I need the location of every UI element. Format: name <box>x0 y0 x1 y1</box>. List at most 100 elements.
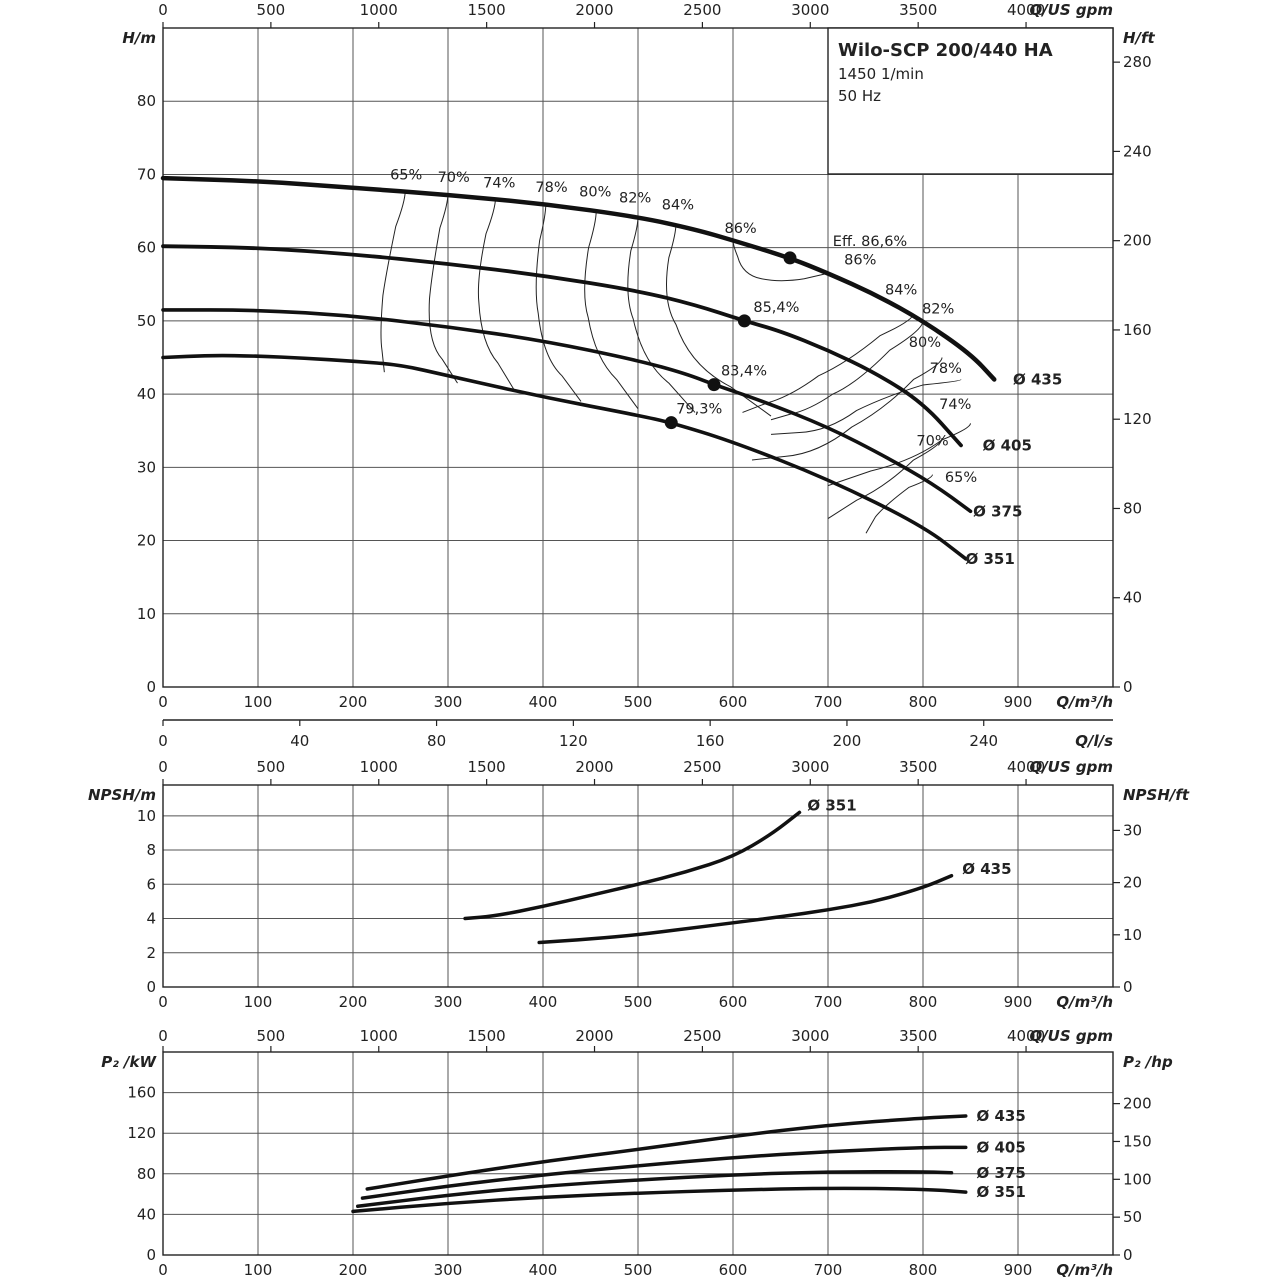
npsh-x-tick: 400 <box>529 993 558 1011</box>
power-right-tick: 200 <box>1123 1095 1152 1113</box>
efficiency-label: 84% <box>662 198 694 214</box>
head-curve-435 <box>160 175 997 382</box>
npsh-gpm-tick: 3500 <box>899 758 937 776</box>
bep-label: 85,4% <box>753 300 799 316</box>
bep-point <box>783 251 797 265</box>
npsh-diameter-label: Ø 351 <box>807 797 856 815</box>
head-right-unit: H/ft <box>1123 29 1156 47</box>
power-gpm-tick: 0 <box>158 1027 168 1045</box>
npsh-right-tick: 0 <box>1123 978 1133 996</box>
head-right-tick: 0 <box>1123 678 1133 696</box>
npsh-x-tick: 700 <box>814 993 843 1011</box>
npsh-diameter-label: Ø 435 <box>962 860 1011 878</box>
head-curve-405 <box>161 244 963 448</box>
head-right-tick: 160 <box>1123 321 1152 339</box>
npsh-y-tick: 10 <box>137 807 156 825</box>
head-x-tick: 100 <box>244 693 273 711</box>
power-x-tick: 200 <box>339 1261 368 1279</box>
power-right-tick: 100 <box>1123 1170 1152 1188</box>
npsh-right-unit: NPSH/ft <box>1123 786 1190 804</box>
npsh-x-tick: 300 <box>434 993 463 1011</box>
power-y-tick: 40 <box>137 1205 156 1223</box>
efficiency-label: 70% <box>438 170 470 186</box>
ls-tick: 200 <box>833 732 862 750</box>
head-diameter-label: Ø 351 <box>966 550 1015 568</box>
npsh-y-tick: 0 <box>146 978 156 996</box>
power-gpm-tick: 1500 <box>468 1027 506 1045</box>
bep-point <box>737 314 751 328</box>
bep-label: 83,4% <box>721 364 767 380</box>
npsh-y-tick: 8 <box>146 841 156 859</box>
efficiency-label: 82% <box>619 190 651 206</box>
head-y-tick: 20 <box>137 532 156 550</box>
npsh-x-tick: 200 <box>339 993 368 1011</box>
iso-efficiency-line <box>477 197 515 391</box>
head-right-tick: 280 <box>1123 53 1152 71</box>
iso-efficiency-line <box>770 320 924 421</box>
efficiency-label: 74% <box>939 397 971 413</box>
npsh-right-tick: 10 <box>1123 926 1142 944</box>
npsh-x-tick: 100 <box>244 993 273 1011</box>
head-left-unit: H/m <box>122 29 156 47</box>
head-x-tick: 0 <box>158 693 168 711</box>
npsh-gpm-tick: 1000 <box>360 758 398 776</box>
power-x-tick: 700 <box>814 1261 843 1279</box>
head-right-tick: 80 <box>1123 499 1142 517</box>
power-gpm-tick: 3000 <box>791 1027 829 1045</box>
head-diameter-label: Ø 435 <box>1013 370 1062 388</box>
power-frame <box>162 1051 1114 1256</box>
power-diameter-label: Ø 405 <box>977 1138 1026 1156</box>
power-gpm-tick: 4000 <box>1007 1027 1045 1045</box>
head-gpm-unit: Q/US gpm <box>1029 1 1113 19</box>
head-gpm-tick: 3500 <box>899 1 937 19</box>
npsh-x-unit: Q/m³/h <box>1056 993 1113 1011</box>
power-x-tick: 0 <box>158 1261 168 1279</box>
npsh-y-tick: 6 <box>146 875 156 893</box>
head-gpm-tick: 4000 <box>1007 1 1045 19</box>
power-gpm-tick: 2500 <box>683 1027 721 1045</box>
head-gpm-tick: 3000 <box>791 1 829 19</box>
head-curve-375 <box>161 308 973 514</box>
npsh-gpm-tick: 1500 <box>468 758 506 776</box>
efficiency-label: 65% <box>390 168 422 184</box>
efficiency-label: 78% <box>535 180 567 196</box>
efficiency-label: 80% <box>579 184 611 200</box>
head-gpm-tick: 2500 <box>683 1 721 19</box>
npsh-left-unit: NPSH/m <box>88 786 156 804</box>
efficiency-label: 80% <box>909 335 941 351</box>
npsh-x-tick: 500 <box>624 993 653 1011</box>
power-x-tick: 100 <box>244 1261 273 1279</box>
ls-unit: Q/l/s <box>1075 732 1113 750</box>
info-box <box>827 27 1114 175</box>
head-y-tick: 70 <box>137 165 156 183</box>
npsh-gpm-unit: Q/US gpm <box>1029 758 1113 776</box>
info-box-frequency: 50 Hz <box>838 87 881 105</box>
info-box-title: Wilo-SCP 200/440 HA <box>838 40 1053 61</box>
power-y-tick: 0 <box>146 1246 156 1264</box>
power-curve-375 <box>356 1170 954 1209</box>
head-gpm-tick: 0 <box>158 1 168 19</box>
power-curve-405 <box>360 1145 968 1200</box>
efficiency-label: 70% <box>916 433 948 449</box>
power-left-unit: P₂ /kW <box>101 1053 157 1071</box>
head-right-tick: 200 <box>1123 232 1152 250</box>
power-diameter-label: Ø 435 <box>977 1107 1026 1125</box>
efficiency-label: 78% <box>930 361 962 377</box>
head-x-tick: 600 <box>719 693 748 711</box>
power-x-tick: 500 <box>624 1261 653 1279</box>
power-gpm-tick: 1000 <box>360 1027 398 1045</box>
head-y-tick: 60 <box>137 239 156 257</box>
iso-efficiency-line <box>584 211 639 410</box>
power-x-unit: Q/m³/h <box>1056 1261 1113 1279</box>
iso-efficiency-line <box>428 193 458 384</box>
npsh-right-tick: 30 <box>1123 821 1142 839</box>
head-gpm-tick: 500 <box>257 1 286 19</box>
ls-tick: 40 <box>290 732 309 750</box>
power-x-tick: 800 <box>909 1261 938 1279</box>
iso-efficiency-line <box>380 190 406 373</box>
head-y-tick: 10 <box>137 605 156 623</box>
iso-efficiency-line <box>666 223 772 417</box>
iso-efficiency-line <box>535 203 582 402</box>
head-x-tick: 400 <box>529 693 558 711</box>
power-y-tick: 80 <box>137 1165 156 1183</box>
